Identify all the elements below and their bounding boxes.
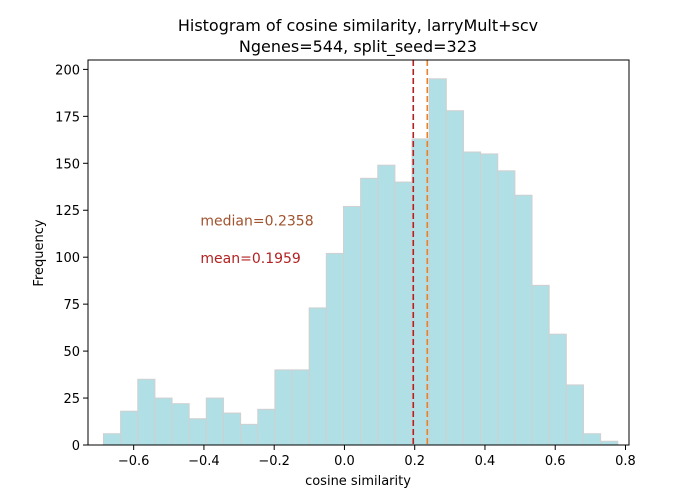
- y-tick-label: 175: [55, 110, 80, 125]
- histogram-bar: [325, 252, 344, 446]
- x-tick-label: −0.2: [258, 454, 290, 469]
- x-axis-label: cosine similarity: [305, 474, 411, 489]
- histogram-bar: [188, 418, 207, 446]
- histogram-bar: [274, 369, 293, 446]
- y-tick-label: 0: [72, 439, 80, 454]
- y-tick-label: 75: [63, 298, 80, 313]
- chart-subtitle: Ngenes=544, split_seed=323: [239, 37, 477, 57]
- x-tick-label: 0.4: [475, 454, 496, 469]
- annotations-group: median=0.2358 mean=0.1959: [200, 213, 313, 267]
- histogram-bar: [531, 284, 550, 446]
- histogram-bar: [377, 164, 396, 446]
- histogram-bar: [548, 333, 567, 446]
- y-tick-label: 125: [55, 204, 80, 219]
- histogram-bar: [445, 110, 464, 446]
- y-tick-label: 50: [63, 345, 80, 360]
- histogram-bar: [308, 307, 327, 446]
- plot-frame: [87, 59, 630, 446]
- histogram-bar: [462, 151, 482, 446]
- histogram-bar: [480, 153, 499, 446]
- histogram-bar: [120, 410, 139, 446]
- histogram-bar: [342, 205, 362, 446]
- y-tick-label: 200: [55, 63, 80, 78]
- histogram-bar: [102, 433, 122, 446]
- x-tick-label: 0.8: [615, 454, 636, 469]
- histogram-bar: [360, 177, 379, 446]
- histogram-bar: [240, 423, 259, 446]
- histogram-bar: [428, 78, 447, 446]
- histogram-bar: [291, 369, 310, 446]
- histogram-bar: [565, 384, 584, 446]
- x-tick-label: −0.4: [188, 454, 220, 469]
- chart-title: Histogram of cosine similarity, larryMul…: [178, 16, 538, 35]
- histogram-bar: [497, 170, 516, 446]
- annotation-label: mean=0.1959: [200, 251, 300, 267]
- annotation-label: median=0.2358: [200, 213, 313, 229]
- bars-group: [102, 78, 619, 446]
- histogram-bar: [222, 412, 242, 446]
- x-tick-label: 0.2: [404, 454, 425, 469]
- x-tick-label: −0.6: [118, 454, 150, 469]
- y-tick-label: 25: [63, 392, 80, 407]
- histogram-bar: [171, 403, 190, 446]
- x-axis-ticks: −0.6 −0.4 −0.2 0.0 0.2 0.4 0.6 0.8: [118, 445, 636, 469]
- histogram-bar: [154, 397, 173, 446]
- x-tick-label: 0.6: [545, 454, 566, 469]
- x-tick-label: 0.0: [334, 454, 355, 469]
- histogram-bar: [582, 433, 602, 446]
- histogram-bar: [514, 194, 533, 446]
- histogram-bar: [600, 440, 619, 446]
- y-tick-label: 150: [55, 157, 80, 172]
- histogram-bar: [137, 378, 156, 446]
- histogram-bar: [205, 397, 224, 446]
- histogram-bar: [394, 181, 413, 446]
- histogram-bar: [411, 138, 430, 446]
- reference-lines-group: [412, 60, 429, 445]
- histogram-bar: [257, 408, 276, 446]
- y-axis-ticks: 0 25 50 75 100 125 150 175 200: [55, 63, 88, 454]
- y-tick-label: 100: [55, 251, 80, 266]
- y-axis-label: Frequency: [32, 219, 47, 286]
